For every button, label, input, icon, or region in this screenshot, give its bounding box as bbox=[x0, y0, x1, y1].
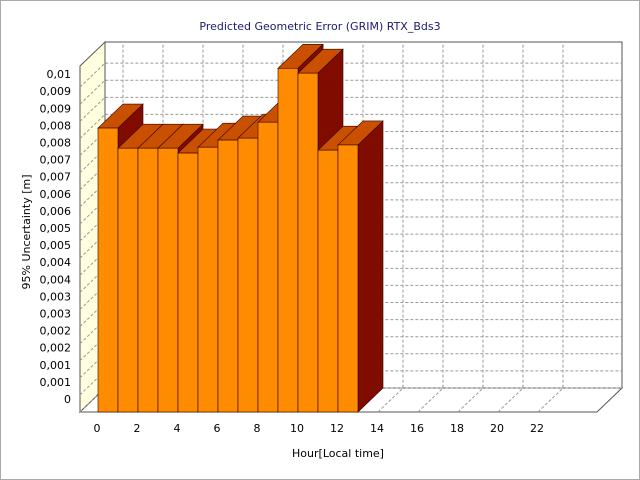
bar bbox=[217, 139, 239, 413]
grid-line bbox=[79, 199, 622, 225]
x-tick-label: 8 bbox=[254, 422, 261, 435]
grid-line bbox=[497, 42, 524, 413]
grid-line bbox=[79, 387, 622, 413]
grid-line bbox=[79, 216, 622, 242]
labels: 0 0,001 0,001 0,002 0,002 0,003 0,003 0,004 0,00… bbox=[40, 68, 545, 435]
grid-line bbox=[79, 148, 622, 173]
grid-line bbox=[79, 336, 622, 362]
x-tick-label: 0 bbox=[94, 422, 101, 435]
chart-title: Predicted Geometric Error (GRIM) RTX_Bds… bbox=[199, 20, 440, 33]
y-tick-label: 0 bbox=[64, 393, 71, 406]
y-tick-label: 0,007 bbox=[40, 171, 72, 184]
bar bbox=[297, 72, 319, 413]
bar bbox=[157, 147, 179, 413]
grid-line bbox=[79, 96, 622, 122]
bar bbox=[337, 144, 359, 413]
x-tick-label: 6 bbox=[214, 422, 221, 435]
bar bbox=[137, 147, 159, 413]
x-tick-label: 16 bbox=[410, 422, 424, 435]
grid-line bbox=[79, 370, 622, 396]
y-tick-label: 0,01 bbox=[47, 68, 72, 81]
y-tick-label: 0,004 bbox=[40, 273, 72, 286]
x-tick-label: 4 bbox=[174, 422, 181, 435]
bar bbox=[257, 121, 279, 413]
bar-side bbox=[357, 120, 384, 413]
x-tick-label: 18 bbox=[450, 422, 464, 435]
bars bbox=[97, 43, 384, 413]
y-tick-label: 0,008 bbox=[40, 119, 72, 132]
y-axis-label: 95% Uncertainty [m] bbox=[20, 174, 33, 289]
bar bbox=[237, 137, 259, 413]
grid-line bbox=[79, 131, 622, 156]
grid-line bbox=[79, 284, 622, 310]
y-tick-label: 0,009 bbox=[40, 85, 72, 98]
y-tick-label: 0,005 bbox=[40, 222, 72, 235]
grid-line bbox=[537, 42, 564, 413]
bar bbox=[197, 146, 219, 413]
x-axis-label: Hour[Local time] bbox=[292, 447, 384, 460]
y-tick-label: 0,005 bbox=[40, 239, 72, 252]
x-tick-label: 22 bbox=[530, 422, 544, 435]
y-tick-label: 0,002 bbox=[40, 342, 72, 355]
y-tick-label: 0,003 bbox=[40, 307, 72, 320]
x-tick-label: 10 bbox=[290, 422, 304, 435]
grid-line bbox=[79, 165, 622, 191]
grid-line bbox=[79, 79, 622, 105]
x-tick-label: 2 bbox=[134, 422, 141, 435]
bar bbox=[177, 152, 199, 413]
x-tick-label: 20 bbox=[490, 422, 504, 435]
grid-line bbox=[79, 250, 622, 276]
y-tick-label: 0,004 bbox=[40, 256, 72, 269]
y-tick-label: 0,003 bbox=[40, 290, 72, 303]
y-tick-label: 0,001 bbox=[40, 359, 72, 372]
grid-line bbox=[417, 42, 444, 413]
grid-line bbox=[457, 42, 484, 413]
y-tick-label: 0,006 bbox=[40, 205, 72, 218]
grid-line bbox=[79, 62, 622, 88]
grid-line bbox=[79, 319, 622, 344]
y-tick-label: 0,002 bbox=[40, 325, 72, 338]
x-tick-label: 14 bbox=[370, 422, 384, 435]
y-tick-label: 0,008 bbox=[40, 137, 72, 150]
grid-line bbox=[377, 42, 404, 413]
x-tick-label: 12 bbox=[330, 422, 344, 435]
bar bbox=[117, 147, 139, 413]
grid-line bbox=[79, 267, 622, 293]
bar bbox=[277, 67, 299, 413]
y-tick-label: 0,009 bbox=[40, 102, 72, 115]
grid-line bbox=[79, 182, 622, 208]
grid-line bbox=[79, 233, 622, 259]
y-tick-label: 0,001 bbox=[40, 376, 72, 389]
grid-line bbox=[79, 301, 622, 327]
grid-line bbox=[79, 353, 622, 379]
grid-line bbox=[79, 113, 622, 139]
y-tick-label: 0,007 bbox=[40, 154, 72, 167]
bar bbox=[97, 127, 119, 413]
bar bbox=[317, 149, 339, 413]
y-tick-label: 0,006 bbox=[40, 188, 72, 201]
